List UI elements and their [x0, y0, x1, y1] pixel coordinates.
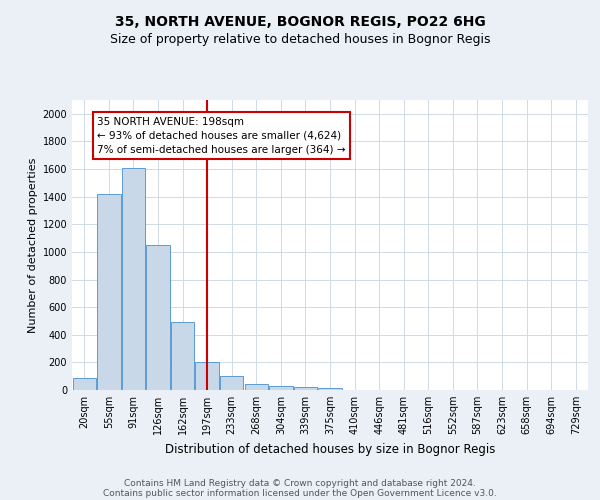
Bar	[97, 194, 121, 390]
Bar	[220, 376, 244, 390]
Bar	[269, 386, 293, 390]
Text: Contains HM Land Registry data © Crown copyright and database right 2024.: Contains HM Land Registry data © Crown c…	[124, 478, 476, 488]
Bar	[294, 387, 317, 390]
Text: Size of property relative to detached houses in Bognor Regis: Size of property relative to detached ho…	[110, 32, 490, 46]
Bar	[122, 168, 145, 390]
Bar	[196, 362, 219, 390]
Text: 35, NORTH AVENUE, BOGNOR REGIS, PO22 6HG: 35, NORTH AVENUE, BOGNOR REGIS, PO22 6HG	[115, 15, 485, 29]
Bar	[171, 322, 194, 390]
Bar	[319, 388, 341, 390]
Y-axis label: Number of detached properties: Number of detached properties	[28, 158, 38, 332]
Bar	[245, 384, 268, 390]
Bar	[146, 245, 170, 390]
Text: 35 NORTH AVENUE: 198sqm
← 93% of detached houses are smaller (4,624)
7% of semi-: 35 NORTH AVENUE: 198sqm ← 93% of detache…	[97, 116, 346, 154]
X-axis label: Distribution of detached houses by size in Bognor Regis: Distribution of detached houses by size …	[165, 442, 495, 456]
Bar	[73, 378, 96, 390]
Text: Contains public sector information licensed under the Open Government Licence v3: Contains public sector information licen…	[103, 488, 497, 498]
